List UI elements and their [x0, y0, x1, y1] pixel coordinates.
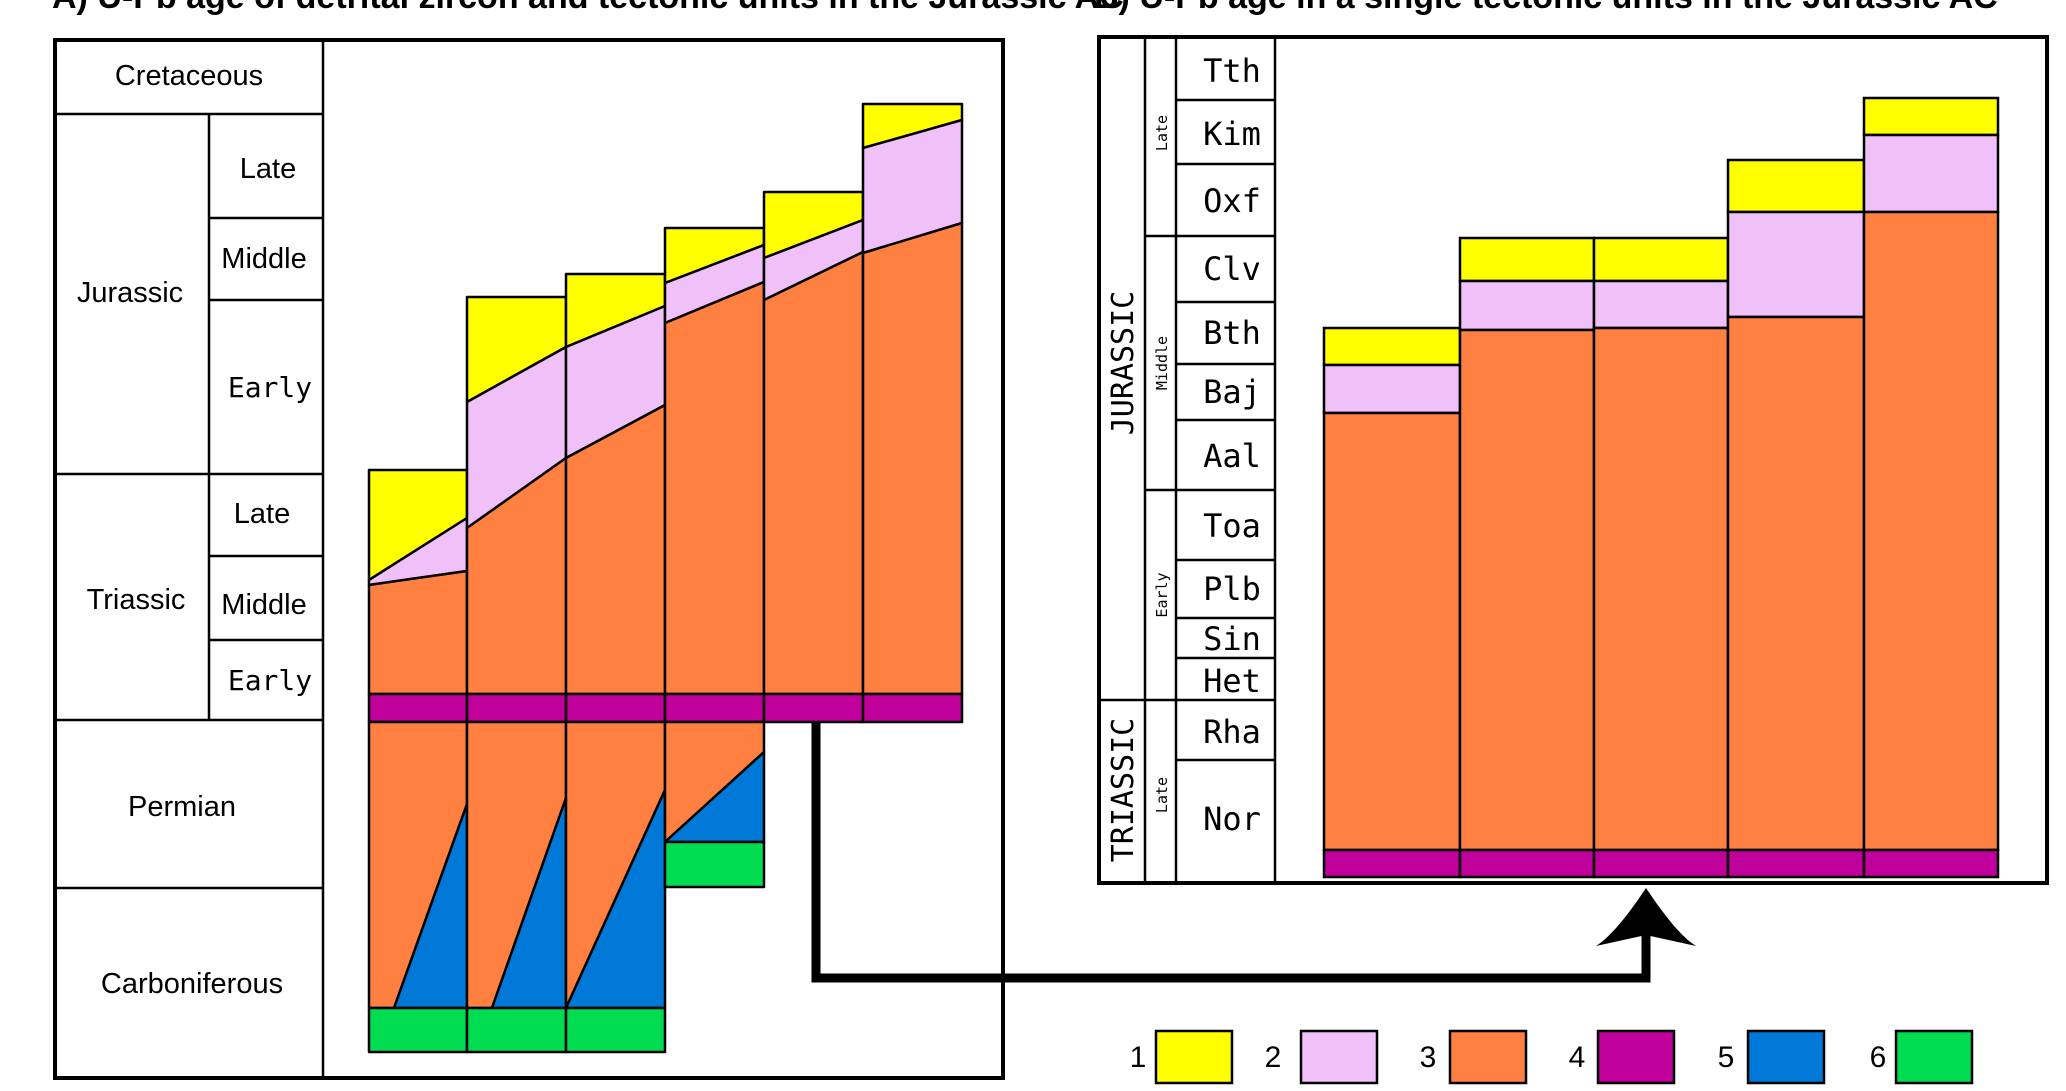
legend-label: 6 [1870, 1041, 1887, 1074]
legend-label: 1 [1130, 1041, 1147, 1074]
a-col5-orange [762, 250, 865, 696]
b-col2-orange [1458, 328, 1596, 852]
label-b-triassic-late: Late [1153, 777, 1171, 813]
panel-a-column-3 [564, 272, 667, 1054]
stage-label: Plb [1203, 570, 1261, 608]
panel-a-column-1 [367, 468, 469, 1054]
panel-a-column-4 [663, 226, 766, 889]
a-col3-magenta [564, 692, 667, 724]
label-triassic-early: Early [228, 664, 312, 697]
panel-a-column-2 [465, 295, 568, 1054]
panel-a-timescale [53, 40, 325, 1078]
label-carboniferous: Carboniferous [101, 968, 283, 1000]
b-col5-orange [1862, 210, 2000, 852]
b-col2-magenta [1458, 848, 1596, 879]
a-col6-magenta [861, 692, 964, 724]
label-permian: Permian [128, 791, 236, 823]
b-col2-pink [1458, 279, 1596, 332]
stage-label: Rha [1203, 713, 1261, 751]
label-triassic-middle: Middle [221, 589, 306, 621]
legend-label: 4 [1569, 1041, 1586, 1074]
panel-b-column-3 [1592, 236, 1730, 879]
panel-a-title: A) U-Pb age of detrital zircon and tecto… [52, 0, 1124, 16]
panel-a: Cretaceous Jurassic Triassic Permian Car… [53, 38, 1005, 1080]
legend-swatch [1746, 1029, 1826, 1085]
legend-swatch [1448, 1029, 1528, 1085]
label-jurassic-early: Early [228, 371, 312, 404]
panel-b-column-4 [1726, 158, 1866, 879]
b-col3-magenta [1592, 848, 1730, 879]
stage-label: Oxf [1203, 182, 1261, 220]
panel-b-column-5 [1862, 96, 2000, 879]
label-jurassic-middle: Middle [221, 243, 306, 275]
label-jurassic: Jurassic [77, 277, 183, 309]
a-col2-green [465, 1006, 568, 1054]
b-col4-yellow [1726, 158, 1866, 214]
b-col5-pink [1862, 133, 2000, 214]
b-col3-orange [1592, 326, 1730, 852]
stage-label: Clv [1203, 250, 1261, 288]
panel-b: JURASSIC TRIASSIC Late Middle Early Late… [1097, 35, 2049, 885]
legend-label: 3 [1420, 1041, 1437, 1074]
stage-label: Toa [1203, 507, 1261, 545]
stage-label: Het [1203, 662, 1261, 700]
a-col5-magenta [762, 692, 865, 724]
label-triassic-period: TRIASSIC [1106, 718, 1141, 863]
legend-swatch [1299, 1029, 1379, 1085]
b-col5-yellow [1862, 96, 2000, 137]
stage-label: Baj [1203, 373, 1261, 411]
panel-a-column-5 [762, 190, 865, 724]
stage-label: Kim [1203, 115, 1261, 153]
panel-b-timescale [1099, 37, 1277, 883]
label-jurassic-period: JURASSIC [1106, 291, 1141, 436]
panel-b-title: B) U-Pb age in a single tectonic units i… [1094, 0, 1998, 16]
arrow-head [1596, 888, 1696, 946]
a-col4-green [663, 840, 766, 889]
label-triassic: Triassic [87, 584, 186, 616]
legend-swatch [1596, 1029, 1676, 1085]
panel-b-column-2 [1458, 236, 1596, 879]
panel-b-column-1 [1322, 326, 1462, 879]
connector-arrow [811, 722, 1696, 983]
a-col4-orange [663, 280, 766, 696]
a-col4-magenta [663, 692, 766, 724]
b-col3-yellow [1592, 236, 1730, 283]
a-col3-green [564, 1006, 667, 1054]
b-col1-yellow [1322, 326, 1462, 367]
stage-label: Bth [1203, 314, 1261, 352]
a-col1-orange [367, 569, 469, 696]
a-col1-green [367, 1006, 469, 1054]
legend-label: 5 [1718, 1041, 1735, 1074]
a-col2-magenta [465, 692, 568, 724]
label-b-jurassic-early: Early [1153, 572, 1171, 617]
label-b-jurassic-middle: Middle [1153, 336, 1171, 390]
b-col4-pink [1726, 210, 1866, 319]
b-col3-pink [1592, 279, 1730, 330]
legend-label: 2 [1265, 1041, 1282, 1074]
b-col4-magenta [1726, 848, 1866, 879]
label-b-jurassic-late: Late [1153, 115, 1171, 151]
b-col1-magenta [1322, 848, 1462, 879]
stage-label: Sin [1203, 620, 1261, 658]
stage-label: Nor [1203, 800, 1261, 838]
label-jurassic-late: Late [240, 153, 296, 185]
legend-swatch [1154, 1029, 1234, 1085]
a-col1-magenta [367, 692, 469, 724]
stage-label: Aal [1203, 437, 1261, 475]
a-col6-orange [861, 221, 964, 696]
legend: 1 2 3 4 5 6 [1130, 1029, 1974, 1085]
label-cretaceous: Cretaceous [115, 60, 263, 92]
stage-label: Tth [1203, 52, 1261, 90]
b-col1-pink [1322, 363, 1462, 415]
b-col1-orange [1322, 411, 1462, 852]
b-col2-yellow [1458, 236, 1596, 283]
panel-a-column-6 [861, 102, 964, 724]
legend-swatch [1894, 1029, 1974, 1085]
b-col5-magenta [1862, 848, 2000, 879]
b-col4-orange [1726, 315, 1866, 852]
label-triassic-late: Late [234, 498, 290, 530]
